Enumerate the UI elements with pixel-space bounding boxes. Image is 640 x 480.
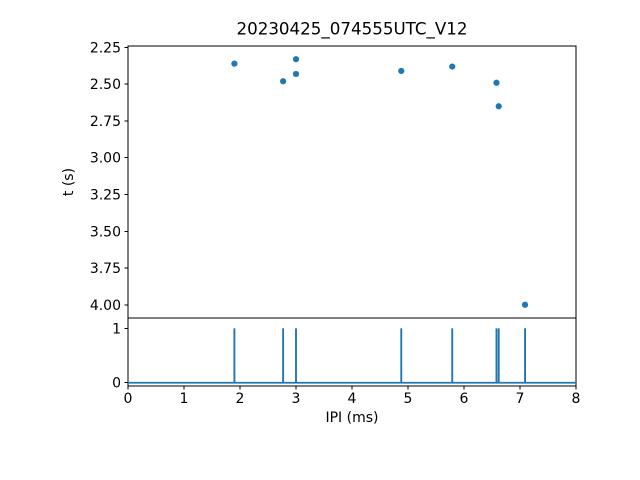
x-tick-label: 1 <box>180 391 189 407</box>
x-tick-label: 3 <box>292 391 301 407</box>
y-tick-label: 3.50 <box>90 224 121 240</box>
scatter-point <box>449 63 456 70</box>
x-axis-label: IPI (ms) <box>325 410 378 426</box>
scatter-point <box>292 70 300 78</box>
y-tick-label: 1 <box>112 321 121 337</box>
data-layer <box>128 56 576 384</box>
x-tick-label: 7 <box>516 391 525 407</box>
x-tick-label: 0 <box>124 391 133 407</box>
x-tick-label: 4 <box>348 391 357 407</box>
y-axis-label: t (s) <box>61 168 77 196</box>
axes-layer: 2.25 2.50 2.75 3.00 3.25 3.50 3.75 4.00 0 1 0 1 2 3 4 5… <box>90 40 581 407</box>
scatter-point <box>231 60 238 67</box>
scatter-point <box>280 78 287 85</box>
y-tick-label: 3.25 <box>90 187 121 203</box>
x-tick-label: 6 <box>460 391 469 407</box>
y-tick-label: 0 <box>112 376 121 392</box>
panel-spine <box>127 45 577 319</box>
y-tick-label: 2.75 <box>90 114 121 130</box>
scatter-point <box>292 56 300 63</box>
x-tick-label: 8 <box>572 391 581 407</box>
y-tick-label: 2.25 <box>90 40 121 56</box>
scatter-point <box>398 67 405 75</box>
panel-spine <box>127 317 577 387</box>
x-tick-label: 5 <box>404 391 413 407</box>
chart-title: 20230425_074555UTC_V12 <box>236 19 467 40</box>
y-tick-label: 4.00 <box>90 298 121 314</box>
y-tick-label: 2.50 <box>90 77 121 93</box>
scatter-point <box>495 103 502 110</box>
x-tick-label: 2 <box>236 391 245 407</box>
scatter-point <box>521 301 529 308</box>
y-tick-label: 3.00 <box>90 151 121 167</box>
scatter-point <box>493 79 500 86</box>
y-tick-label: 3.75 <box>90 261 121 277</box>
